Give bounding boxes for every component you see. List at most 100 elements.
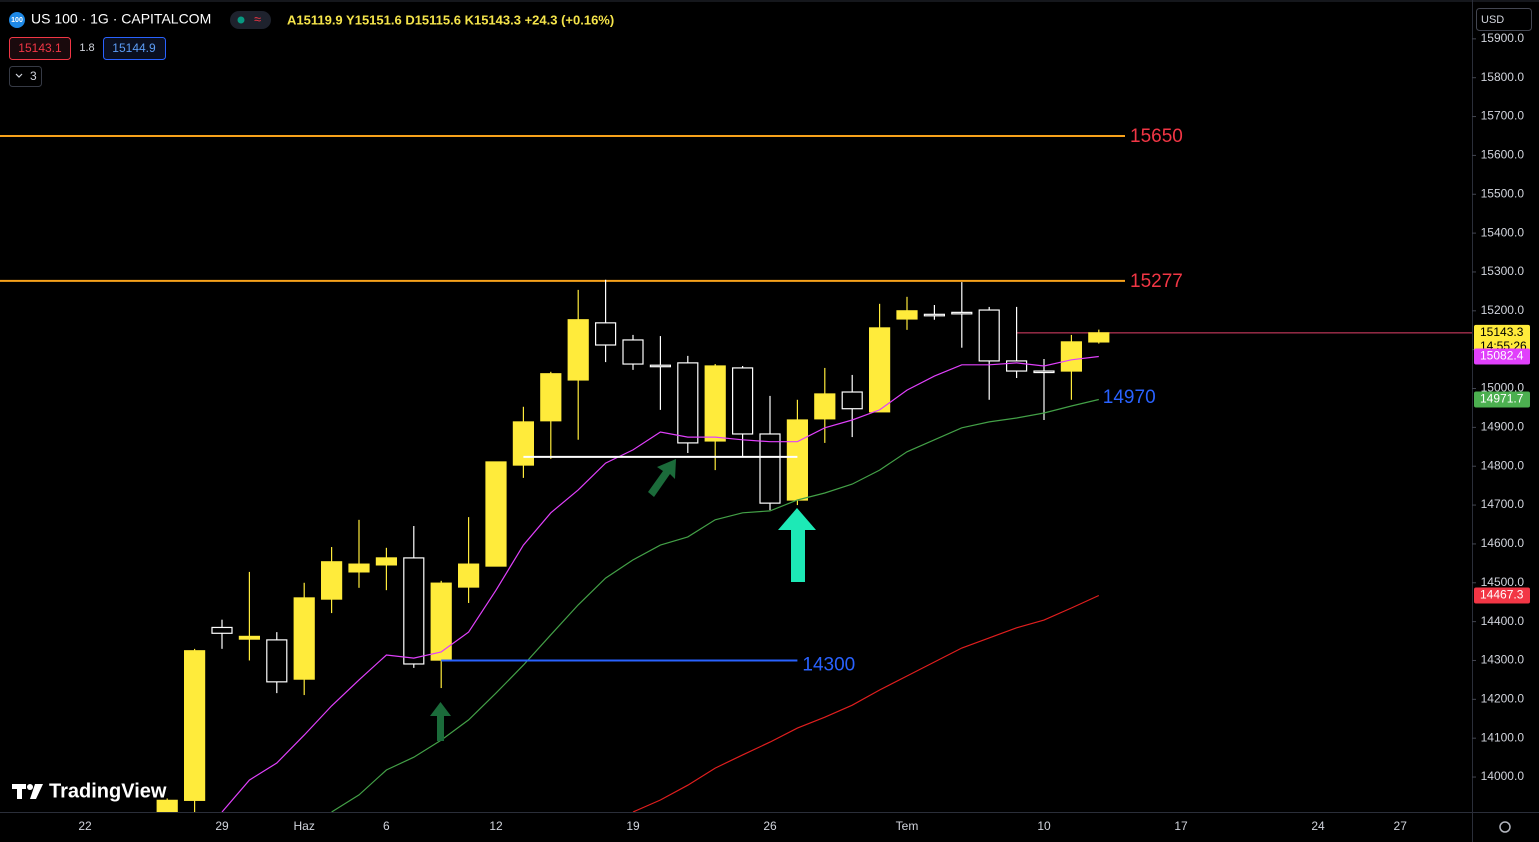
ma-line (331, 398, 1099, 812)
candle-body (512, 421, 535, 466)
annotation: 14970 (1103, 387, 1156, 408)
candle-body (622, 339, 644, 365)
x-tick-label: 29 (215, 819, 229, 833)
candle-body (896, 310, 918, 320)
candle-body (321, 561, 343, 600)
ohlc-legend: A15119.9 Y15151.6 D15115.6 K15143.3 +24.… (287, 12, 614, 27)
candle-body (841, 391, 863, 410)
chevron (15, 73, 23, 78)
x-tick-label: 24 (1311, 819, 1325, 833)
segment-label: 14300 (802, 654, 855, 675)
sell-button[interactable] (9, 37, 71, 60)
spread: 1.8 (79, 42, 94, 54)
y-tick-label: 15200.0 (1481, 303, 1525, 317)
candle-body (266, 639, 288, 683)
candle-body (649, 364, 672, 368)
y-tick-label: 14100.0 (1481, 730, 1525, 744)
y-tick-label: 15900.0 (1481, 31, 1525, 45)
y-tick-label: 14200.0 (1481, 692, 1525, 706)
candle-body (759, 433, 781, 504)
price-tag-label: 14971.7 (1480, 392, 1524, 406)
candle-body (1005, 360, 1028, 372)
candle-body (704, 365, 726, 442)
candle-body (458, 563, 480, 588)
candle-body (156, 799, 178, 812)
x-tick-label: Haz (294, 819, 315, 833)
y-tick-label: 15700.0 (1481, 109, 1525, 123)
candle-body (814, 393, 836, 420)
candle-body (540, 373, 562, 422)
ma-line (221, 355, 1099, 812)
price-tag (1474, 587, 1530, 604)
arrow (430, 702, 451, 741)
candle-body (978, 309, 1000, 362)
status-pill[interactable] (230, 11, 271, 29)
y-tick-label: 14700.0 (1481, 497, 1525, 511)
y-tick-label: 15300.0 (1481, 264, 1525, 278)
candle-body (786, 419, 809, 501)
x-tick-label: 6 (383, 819, 390, 833)
y-tick-label: 14400.0 (1481, 614, 1525, 628)
candle-body (731, 367, 754, 435)
candle-body (923, 313, 946, 317)
x-tick-label: 22 (78, 819, 92, 833)
x-tick-label: 27 (1394, 819, 1408, 833)
level-label: 15650 (1130, 126, 1183, 147)
buy-button[interactable] (103, 37, 166, 60)
indicators-toggle[interactable] (9, 66, 42, 87)
y-tick-label: 15400.0 (1481, 225, 1525, 239)
x-tick-label: 12 (489, 819, 503, 833)
sell-price: 15143.1 (18, 41, 62, 55)
x-tick-label: 10 (1037, 819, 1051, 833)
candle-body (868, 327, 891, 413)
y-tick-label: 14900.0 (1481, 420, 1525, 434)
price-tag-label: 15143.3 (1480, 325, 1524, 339)
candle-body (348, 563, 370, 573)
symbol-badge (9, 12, 25, 28)
y-tick-label: 15000.0 (1481, 381, 1525, 395)
price-tag-label: 14467.3 (1480, 588, 1524, 602)
level-label: 15277 (1130, 271, 1183, 292)
x-tick-label: 17 (1174, 819, 1188, 833)
candle-body (184, 650, 206, 801)
symbol-badge-text: 100 (11, 17, 23, 24)
candle-body (485, 461, 507, 567)
buy-price: 15144.9 (112, 41, 156, 55)
price-tag (1474, 348, 1530, 365)
candle-body (567, 319, 589, 381)
candle-body (211, 626, 233, 634)
price-tag (1474, 391, 1530, 408)
candle-body (1088, 332, 1110, 343)
currency-select[interactable] (1476, 8, 1532, 31)
settings-icon[interactable] (1499, 821, 1511, 833)
price-tag-label: 15082.4 (1480, 349, 1524, 363)
plot-area: 15650 15277 14300 14970 (0, 126, 1472, 812)
logo-mark (12, 784, 43, 799)
status-icon: ≈ (254, 11, 261, 26)
candle-body (375, 557, 397, 566)
y-tick-label: 14000.0 (1481, 769, 1525, 783)
candle-body (951, 311, 973, 315)
symbol-title[interactable]: US 100 · 1G · CAPITALCOM (31, 11, 211, 27)
arrow (648, 459, 676, 497)
candle-body (1060, 341, 1083, 372)
candle-body (1033, 370, 1055, 374)
indicators-count: 3 (30, 69, 37, 83)
y-tick-label: 14800.0 (1481, 458, 1525, 472)
ma-line (632, 594, 1100, 812)
price-tag (1474, 324, 1530, 355)
candle-body (293, 597, 315, 680)
y-tick-label: 15500.0 (1481, 186, 1525, 200)
candle-body (403, 557, 425, 665)
y-tick-label: 14600.0 (1481, 536, 1525, 550)
x-tick-label: 19 (626, 819, 640, 833)
currency: USD (1481, 14, 1504, 26)
x-tick-label: 26 (763, 819, 777, 833)
x-tick-label: Tem (896, 819, 919, 833)
y-tick-label: 14500.0 (1481, 575, 1525, 589)
candle-body (677, 362, 699, 444)
y-tick-label: 14300.0 (1481, 653, 1525, 667)
status-dot (237, 16, 245, 24)
